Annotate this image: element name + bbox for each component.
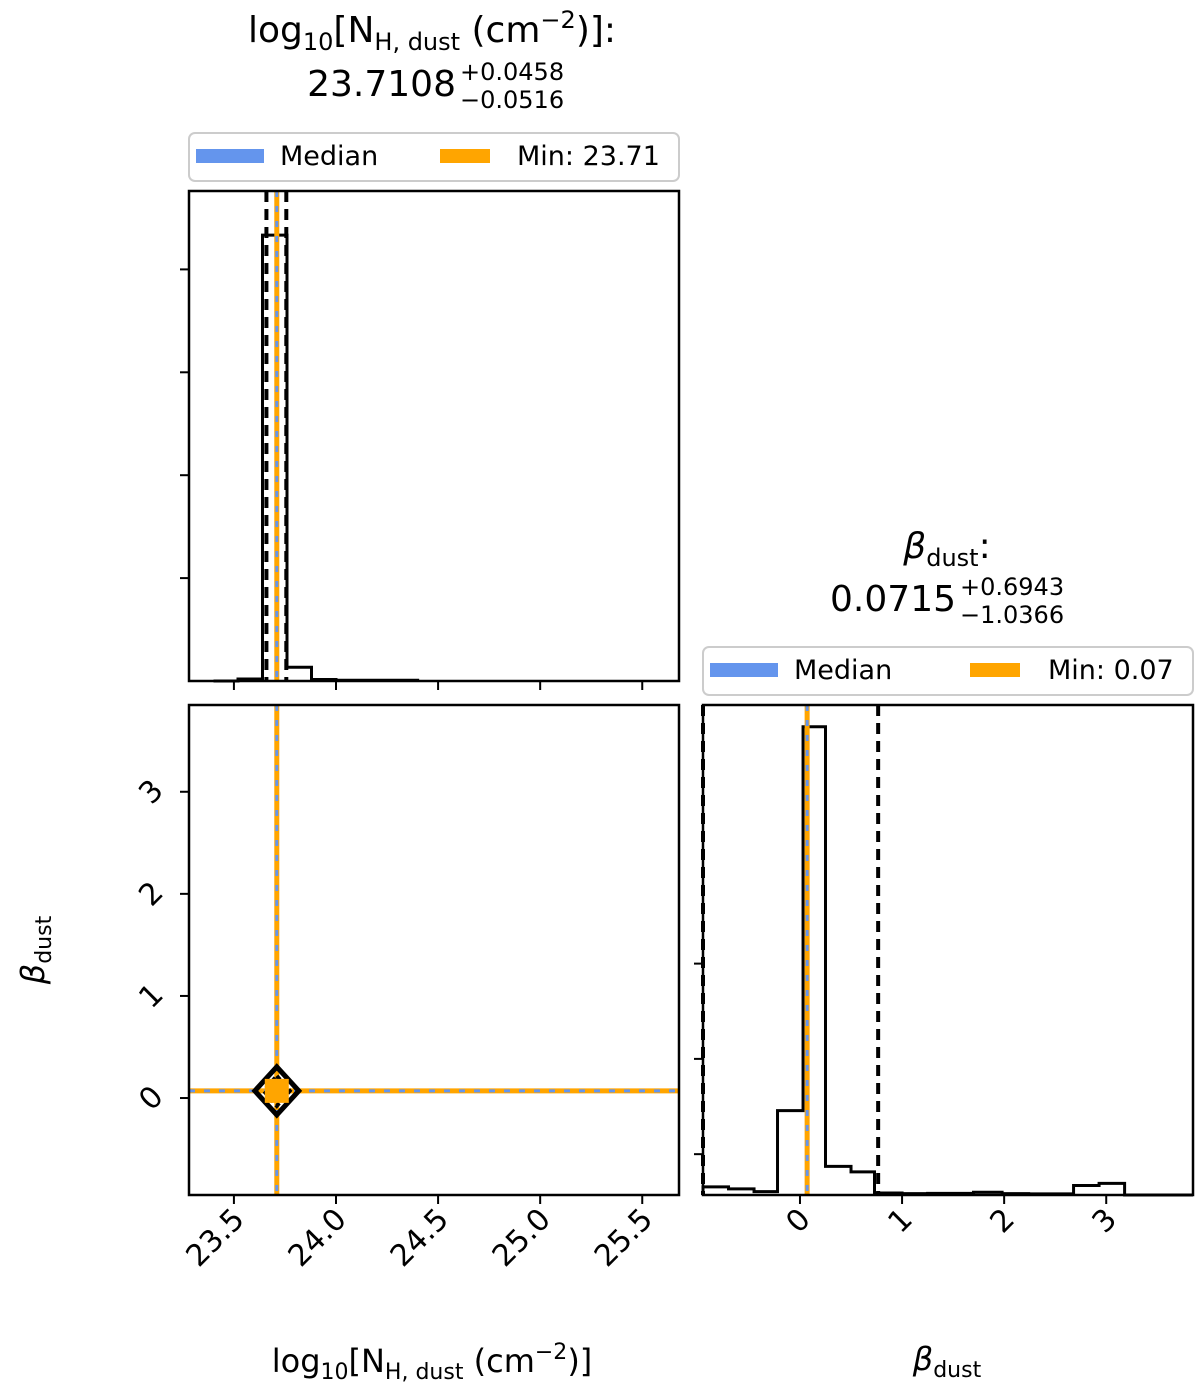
legend-median-label: Median xyxy=(794,655,892,686)
title-top-left: log10[NH, dust (cm−2)]: 23.7108 +0.0458 … xyxy=(248,6,616,114)
x-tick-label: 23.5 xyxy=(180,1202,252,1274)
title-nh-err-minus: −0.0516 xyxy=(460,86,564,114)
axes-frame xyxy=(187,703,681,1197)
y-tick-label: 2 xyxy=(132,875,170,913)
x-tick-label: 2 xyxy=(984,1202,1022,1240)
histogram-beta-panel: 0 1 2 3 xyxy=(694,703,1195,1240)
axes-frame xyxy=(187,189,681,683)
x-tick-label: 24.0 xyxy=(282,1202,354,1274)
xlabel-nh: log10[NH, dust (cm−2)] xyxy=(272,1340,593,1385)
x-tick-label: 25.0 xyxy=(486,1202,558,1274)
y-tick-label: 0 xyxy=(132,1079,170,1117)
legend-min-label: Min: 0.07 xyxy=(1048,655,1174,686)
axes-frame xyxy=(701,703,1195,1197)
x-tick-label: 3 xyxy=(1086,1202,1124,1240)
x-tick-label: 0 xyxy=(779,1202,817,1240)
title-nh-line1: log10[NH, dust (cm−2)]: xyxy=(248,6,616,56)
histogram-nh-panel xyxy=(180,189,681,690)
legend-frame xyxy=(188,132,680,182)
x-tick-label: 1 xyxy=(881,1202,919,1240)
xlabel-beta: βdust xyxy=(912,1340,982,1383)
title-beta-err-plus: +0.6943 xyxy=(960,573,1064,601)
title-bottom-right: βdust: 0.0715 +0.6943 −1.0366 xyxy=(830,526,1064,629)
title-nh-value: 23.7108 xyxy=(307,64,456,105)
x-tick-label: 24.5 xyxy=(384,1202,456,1274)
title-beta-value: 0.0715 xyxy=(830,579,956,620)
x-tick-label: 25.5 xyxy=(588,1202,660,1274)
title-beta-err-minus: −1.0366 xyxy=(960,601,1064,629)
y-tick-label: 3 xyxy=(132,773,170,811)
y-tick-label: 1 xyxy=(132,977,170,1015)
contour-outer xyxy=(251,1063,303,1119)
legend-top-left: Median Min: 23.71 xyxy=(188,132,680,182)
scatter-nh-beta-panel: 23.5 24.0 24.5 25.0 25.5 0 1 2 3 xyxy=(132,703,681,1274)
legend-frame xyxy=(702,646,1194,696)
title-nh-err-plus: +0.0458 xyxy=(460,58,564,86)
legend-median-label: Median xyxy=(280,141,378,172)
histogram-step xyxy=(213,233,420,683)
min-point-marker xyxy=(264,1078,289,1103)
title-beta-line1: βdust: xyxy=(902,526,990,572)
legend-min-label: Min: 23.71 xyxy=(517,141,660,172)
legend-bottom-right: Median Min: 0.07 xyxy=(702,646,1194,696)
ylabel-beta: βdust xyxy=(14,915,57,985)
histogram-step xyxy=(701,725,1193,1197)
